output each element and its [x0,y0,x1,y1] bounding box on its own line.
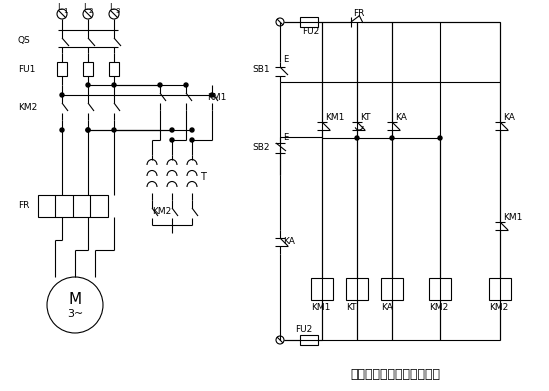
Circle shape [170,128,174,132]
Bar [300,335,318,345]
Text: E: E [283,56,288,65]
Text: FU1: FU1 [18,65,35,74]
Circle shape [109,9,119,19]
Bar [489,278,511,300]
Text: KA: KA [395,113,407,122]
Circle shape [190,128,194,132]
Bar [429,278,451,300]
Circle shape [86,128,90,132]
Text: L: L [57,4,61,13]
Text: FR: FR [353,9,365,18]
Text: L: L [109,4,114,13]
Text: KM1: KM1 [207,93,226,102]
Text: 2: 2 [89,8,93,14]
Text: KA: KA [283,237,295,246]
Text: FU2: FU2 [295,325,312,334]
Text: KT: KT [346,303,356,312]
Bar [38,195,108,217]
Circle shape [83,9,93,19]
Circle shape [438,136,442,140]
Text: SB1: SB1 [252,66,270,75]
Bar [381,278,403,300]
Circle shape [190,138,194,142]
Circle shape [86,83,90,87]
Text: 自耦變壓器減壓起動制電路: 自耦變壓器減壓起動制電路 [350,368,440,382]
Circle shape [210,93,214,97]
Circle shape [390,136,394,140]
Text: KM1: KM1 [311,303,330,312]
Text: KT: KT [360,113,371,122]
Text: KM1: KM1 [325,113,344,122]
Circle shape [112,83,116,87]
Text: FU2: FU2 [302,27,320,36]
Text: KA: KA [503,113,515,122]
Text: KM2: KM2 [429,303,448,312]
Circle shape [170,138,174,142]
Circle shape [60,128,64,132]
Circle shape [60,93,64,97]
Text: KA: KA [381,303,393,312]
Text: 3: 3 [115,8,120,14]
Bar [83,62,93,76]
Text: 3~: 3~ [67,309,83,319]
Bar [311,278,333,300]
Circle shape [355,136,359,140]
Circle shape [158,83,162,87]
Text: M: M [69,292,82,307]
Text: L: L [83,4,88,13]
Circle shape [112,128,116,132]
Text: QS: QS [18,36,31,45]
Circle shape [86,128,90,132]
Text: KM2: KM2 [18,102,37,111]
Text: 1: 1 [63,8,68,14]
Text: FR: FR [18,201,30,210]
Text: KM1: KM1 [503,213,523,222]
Circle shape [184,83,188,87]
Text: KM2: KM2 [152,208,171,217]
Circle shape [47,277,103,333]
Circle shape [57,9,67,19]
Text: SB2: SB2 [252,143,270,152]
Text: KM2: KM2 [489,303,508,312]
Text: E: E [283,133,288,142]
Text: T: T [200,172,206,182]
Bar [57,62,67,76]
Bar [109,62,119,76]
Bar [300,17,318,27]
Bar [346,278,368,300]
